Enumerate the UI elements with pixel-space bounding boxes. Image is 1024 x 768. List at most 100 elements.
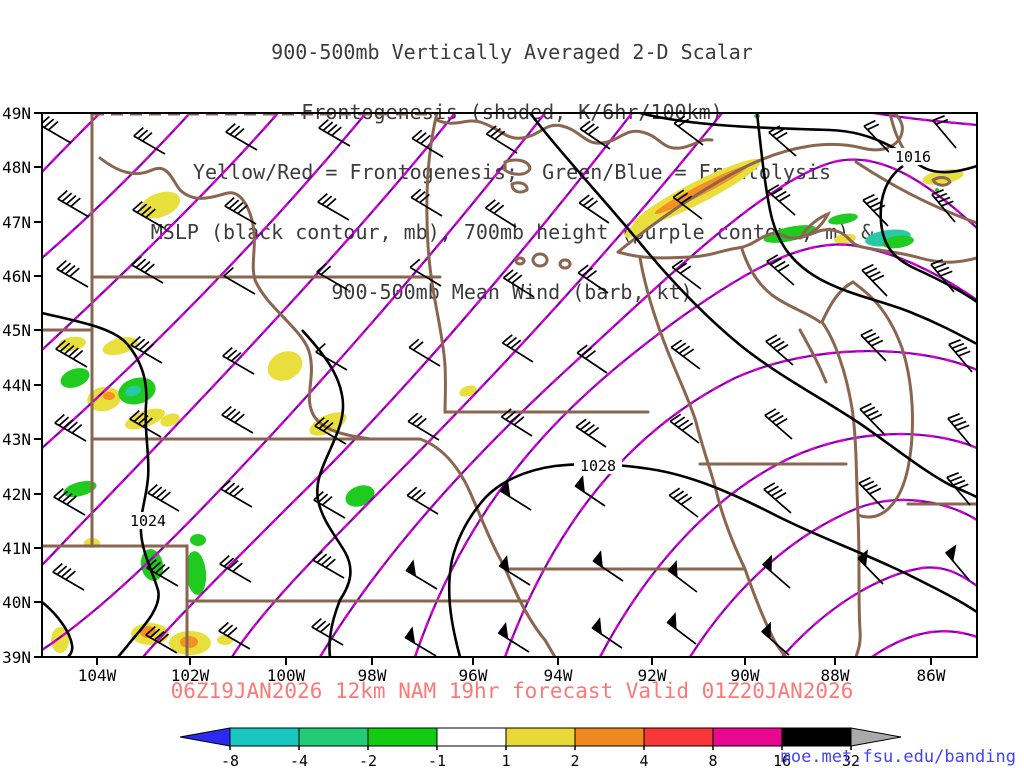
wind-barb	[763, 482, 792, 514]
wind-barb	[578, 194, 610, 224]
border-path	[820, 280, 914, 519]
colorbar-label: -8	[221, 752, 239, 768]
frontogenesis-blob	[139, 191, 181, 219]
mslp-contour	[639, 113, 977, 174]
border-path	[740, 247, 822, 324]
wind-barb	[147, 483, 180, 512]
wind-barb	[500, 408, 533, 437]
purple-contour-dash	[142, 113, 633, 657]
colorbar-label: -4	[290, 752, 308, 768]
purple-contour	[503, 350, 977, 657]
colorbar-segment	[781, 727, 852, 747]
wind-barb	[42, 115, 72, 144]
lat-label: 40N	[2, 593, 31, 612]
wind-barb	[315, 342, 348, 371]
wind-barb	[671, 259, 702, 290]
lon-label: 90W	[731, 666, 760, 685]
purple-contour-dash	[503, 349, 977, 657]
state-borders	[42, 113, 977, 657]
axis-labels: 49N 48N 47N 46N 45N 44N 43N 42N 41N 40N 39N 104W 102…	[2, 104, 946, 685]
contour-label: 1024	[130, 512, 166, 530]
wind-barb	[858, 476, 885, 510]
purple-contour-dash	[688, 498, 977, 657]
wind-barb	[666, 612, 697, 645]
lon-label: 96W	[459, 666, 488, 685]
wind-barb	[861, 263, 888, 297]
wind-barb	[672, 189, 703, 220]
colorbar-segment	[574, 727, 645, 747]
lon-label: 102W	[171, 666, 210, 685]
wind-barb	[767, 184, 796, 216]
purple-contour	[42, 113, 456, 566]
frontogenesis-blob	[180, 636, 198, 648]
mslp-contour	[301, 329, 352, 657]
wind-barb	[55, 339, 88, 368]
colorbar-label: 2	[570, 752, 579, 768]
title-line-5: 900-500mb Mean Wind (barb, kt)	[331, 280, 693, 304]
colorbar-segment	[367, 727, 438, 747]
frontogenesis-blob	[217, 635, 233, 645]
lon-label: 88W	[821, 666, 850, 685]
border-path	[510, 181, 529, 194]
colorbar-segment	[298, 727, 369, 747]
wind-barb	[577, 264, 609, 294]
wind-barb	[502, 269, 535, 298]
wind-barb	[667, 560, 698, 593]
border-path	[798, 211, 832, 240]
wind-barb	[54, 413, 87, 442]
purple-contour-dash	[781, 566, 977, 657]
site-link[interactable]: moe.met.fsu.edu/banding	[780, 747, 1016, 767]
colorbar-segment	[436, 727, 507, 747]
wind-barb	[408, 338, 441, 367]
border-path	[503, 158, 532, 176]
frontogenesis-blob	[935, 188, 939, 192]
wind-barb	[860, 328, 887, 362]
purple-contour	[871, 630, 977, 657]
wind-barb	[145, 625, 178, 654]
border-path	[531, 252, 549, 268]
wind-barb	[764, 408, 793, 440]
wind-barb	[668, 487, 699, 518]
wind-barb	[857, 549, 884, 585]
lat-label: 45N	[2, 321, 31, 340]
contour-label: 1028	[580, 457, 616, 475]
border-path	[42, 544, 189, 657]
purple-contour	[42, 113, 191, 259]
wind-barb	[130, 335, 163, 364]
map-layers: 1016 1028 1024	[42, 113, 977, 657]
colorbar-segment	[712, 727, 783, 747]
colorbar-segment	[643, 727, 714, 747]
wind-barb	[579, 120, 611, 150]
border-path	[90, 437, 557, 657]
wind-barb	[411, 129, 444, 158]
wind-barb	[221, 405, 254, 434]
colorbar: -8 -4 -2 -1 1 2 4 8 16 32	[179, 727, 902, 768]
frontogenesis-blob	[185, 551, 207, 595]
mslp-contour	[528, 113, 977, 499]
lon-label: 86W	[917, 666, 946, 685]
colorbar-label: -1	[428, 752, 446, 768]
wind-barb	[945, 544, 970, 581]
frontogenesis-blob	[267, 351, 303, 381]
lon-label: 98W	[358, 666, 387, 685]
wind-barb	[485, 125, 518, 154]
purple-contour-dash	[871, 630, 977, 657]
wind-barb	[405, 559, 438, 590]
border-path	[514, 256, 526, 266]
lat-label: 48N	[2, 158, 31, 177]
frontogenesis-blob	[882, 235, 914, 249]
lon-label: 104W	[78, 666, 117, 685]
colorbar-label: -2	[359, 752, 377, 768]
purple-contour-dash	[873, 113, 977, 127]
wind-barb	[484, 199, 517, 228]
wind-barb	[765, 334, 794, 366]
wind-barb	[312, 550, 345, 579]
wind-barb	[499, 479, 532, 511]
purple-contour-dash	[42, 113, 279, 351]
wind-barb	[863, 119, 890, 153]
border-path	[638, 256, 747, 571]
colorbar-segment	[505, 727, 576, 747]
lat-label: 42N	[2, 485, 31, 504]
